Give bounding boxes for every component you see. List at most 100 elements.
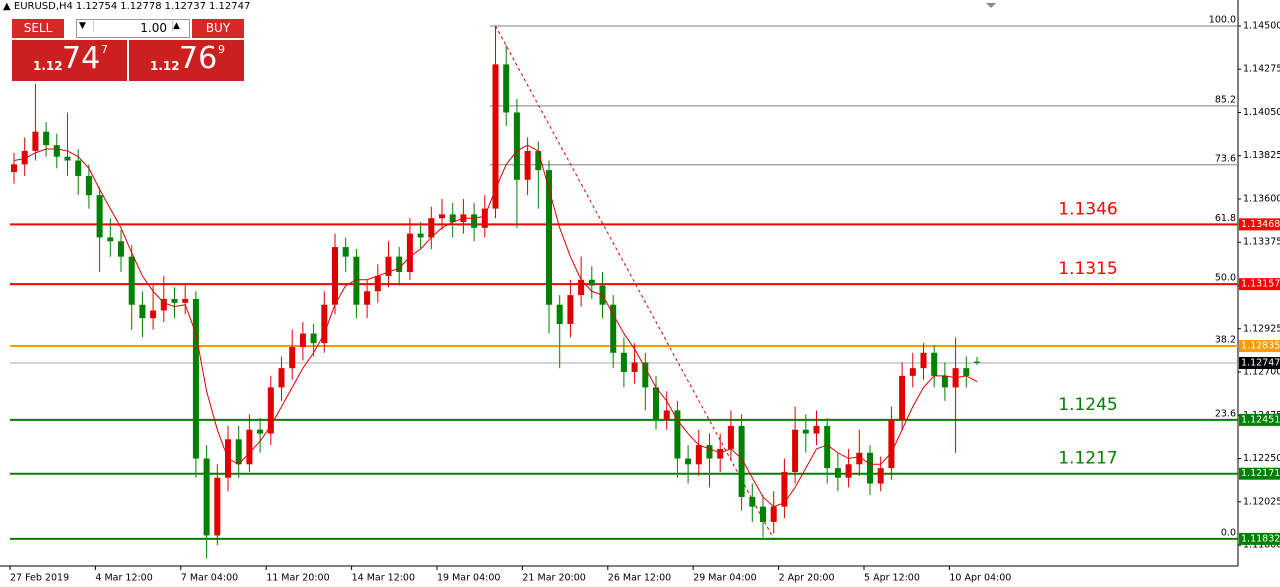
y-tick-label: 1.13825	[1243, 150, 1280, 161]
candle-body	[695, 445, 702, 465]
x-tick-label: 7 Mar 04:00	[181, 573, 238, 584]
candle-body	[792, 429, 799, 472]
candle-body	[556, 304, 563, 324]
candle-body	[653, 387, 659, 421]
candle-body	[214, 477, 221, 536]
candle-body	[128, 256, 135, 305]
candle-body	[53, 145, 60, 157]
candle-body	[503, 64, 510, 113]
y-tick-label: 1.14500	[1243, 20, 1280, 31]
lot-value: 1.00	[140, 21, 167, 35]
x-tick-label: 29 Mar 04:00	[693, 573, 756, 584]
price-box-label: 1.13157	[1241, 279, 1280, 290]
candle-body	[342, 247, 349, 257]
candle-body	[364, 291, 371, 305]
fib-label: 73.6	[1215, 153, 1236, 164]
fib-trendline	[495, 25, 775, 540]
candle-body	[75, 160, 82, 176]
candle-body	[588, 279, 595, 286]
candle-body	[396, 256, 403, 273]
moving-average	[13, 144, 978, 508]
candle-body	[738, 425, 745, 497]
candle-body	[160, 298, 167, 311]
candle-body	[877, 468, 884, 484]
candle-body	[781, 471, 788, 507]
candle-body	[43, 131, 50, 146]
candle-body	[824, 425, 831, 469]
y-tick-label: 1.13375	[1243, 237, 1280, 248]
buy-button[interactable]: BUY	[192, 19, 244, 38]
x-tick-label: 4 Mar 12:00	[95, 573, 152, 584]
x-tick-label: 14 Mar 12:00	[352, 573, 415, 584]
symbol: EURUSD,H4	[13, 1, 73, 12]
candle-body	[203, 458, 210, 536]
level-note: 1.1346	[1058, 199, 1117, 219]
candle-body	[481, 208, 488, 228]
candle-body	[802, 429, 809, 434]
x-tick-label: 27 Feb 2019	[10, 573, 69, 584]
candle-body	[685, 458, 692, 465]
buy-price[interactable]: 1.12 76 9	[129, 40, 244, 81]
price-box	[1239, 218, 1280, 231]
candle-body	[289, 347, 296, 369]
candle-body	[321, 304, 328, 344]
candle-body	[834, 468, 841, 478]
x-tick-label: 2 Apr 20:00	[779, 573, 835, 584]
candle-body	[32, 131, 39, 151]
price-box-label: 1.12171	[1241, 468, 1280, 479]
level-note: 1.1217	[1058, 449, 1117, 469]
candle-body	[578, 279, 585, 296]
candle-body	[64, 156, 71, 161]
candle-body	[171, 298, 178, 303]
candle-body	[182, 298, 189, 303]
candle-body	[760, 506, 766, 522]
candle-body	[813, 425, 820, 434]
candle-body	[192, 298, 199, 459]
price-box	[1239, 356, 1280, 369]
sell-price[interactable]: 1.12 74 7	[12, 40, 127, 81]
y-tick-label: 1.12700	[1243, 367, 1280, 378]
candle-body	[85, 175, 92, 196]
candle-body	[11, 164, 17, 173]
candle-body	[546, 170, 552, 305]
candle-body	[471, 214, 478, 228]
candle-body	[118, 241, 124, 257]
quote: 1.12737	[164, 1, 206, 12]
price-main: 74	[62, 41, 101, 76]
candle-body	[931, 352, 938, 376]
down-arrow[interactable]: ▼	[79, 21, 94, 31]
candle-body	[332, 247, 338, 305]
y-tick-label: 1.14275	[1243, 64, 1280, 75]
candle-body	[567, 295, 574, 324]
candle-body	[941, 375, 948, 388]
candle-body	[374, 275, 381, 292]
quote: 1.12778	[120, 1, 162, 12]
candle-body	[920, 352, 927, 369]
x-tick-label: 21 Mar 20:00	[522, 573, 585, 584]
candle-body	[235, 439, 242, 465]
quote: 1.12747	[208, 1, 251, 12]
price-box	[1239, 278, 1280, 291]
price-pip: 7	[101, 43, 108, 56]
lot-field[interactable]: ▼ 1.00 ▲	[76, 19, 190, 38]
sell-button[interactable]: SELL	[12, 19, 64, 38]
price-box	[1239, 467, 1280, 480]
candle-body	[353, 256, 360, 305]
candle-body	[909, 368, 916, 376]
x-tick-label: 5 Apr 12:00	[864, 573, 920, 584]
x-tick-label: 10 Apr 04:00	[949, 573, 1011, 584]
candle-body	[492, 64, 499, 209]
y-tick-label: 1.13600	[1243, 193, 1280, 204]
candle-body	[749, 496, 756, 507]
fib-label: 50.0	[1215, 273, 1236, 284]
price-box-label: 1.12451	[1241, 414, 1280, 425]
candle-body	[299, 333, 306, 348]
shift-marker	[986, 3, 996, 8]
candle-body	[770, 506, 777, 522]
candle-body	[246, 429, 253, 465]
y-tick-label: 1.14050	[1243, 107, 1280, 118]
quote: 1.12754	[75, 1, 118, 12]
up-arrow[interactable]: ▲	[172, 21, 187, 31]
candle-body	[727, 425, 734, 449]
x-tick-label: 26 Mar 12:00	[608, 573, 671, 584]
